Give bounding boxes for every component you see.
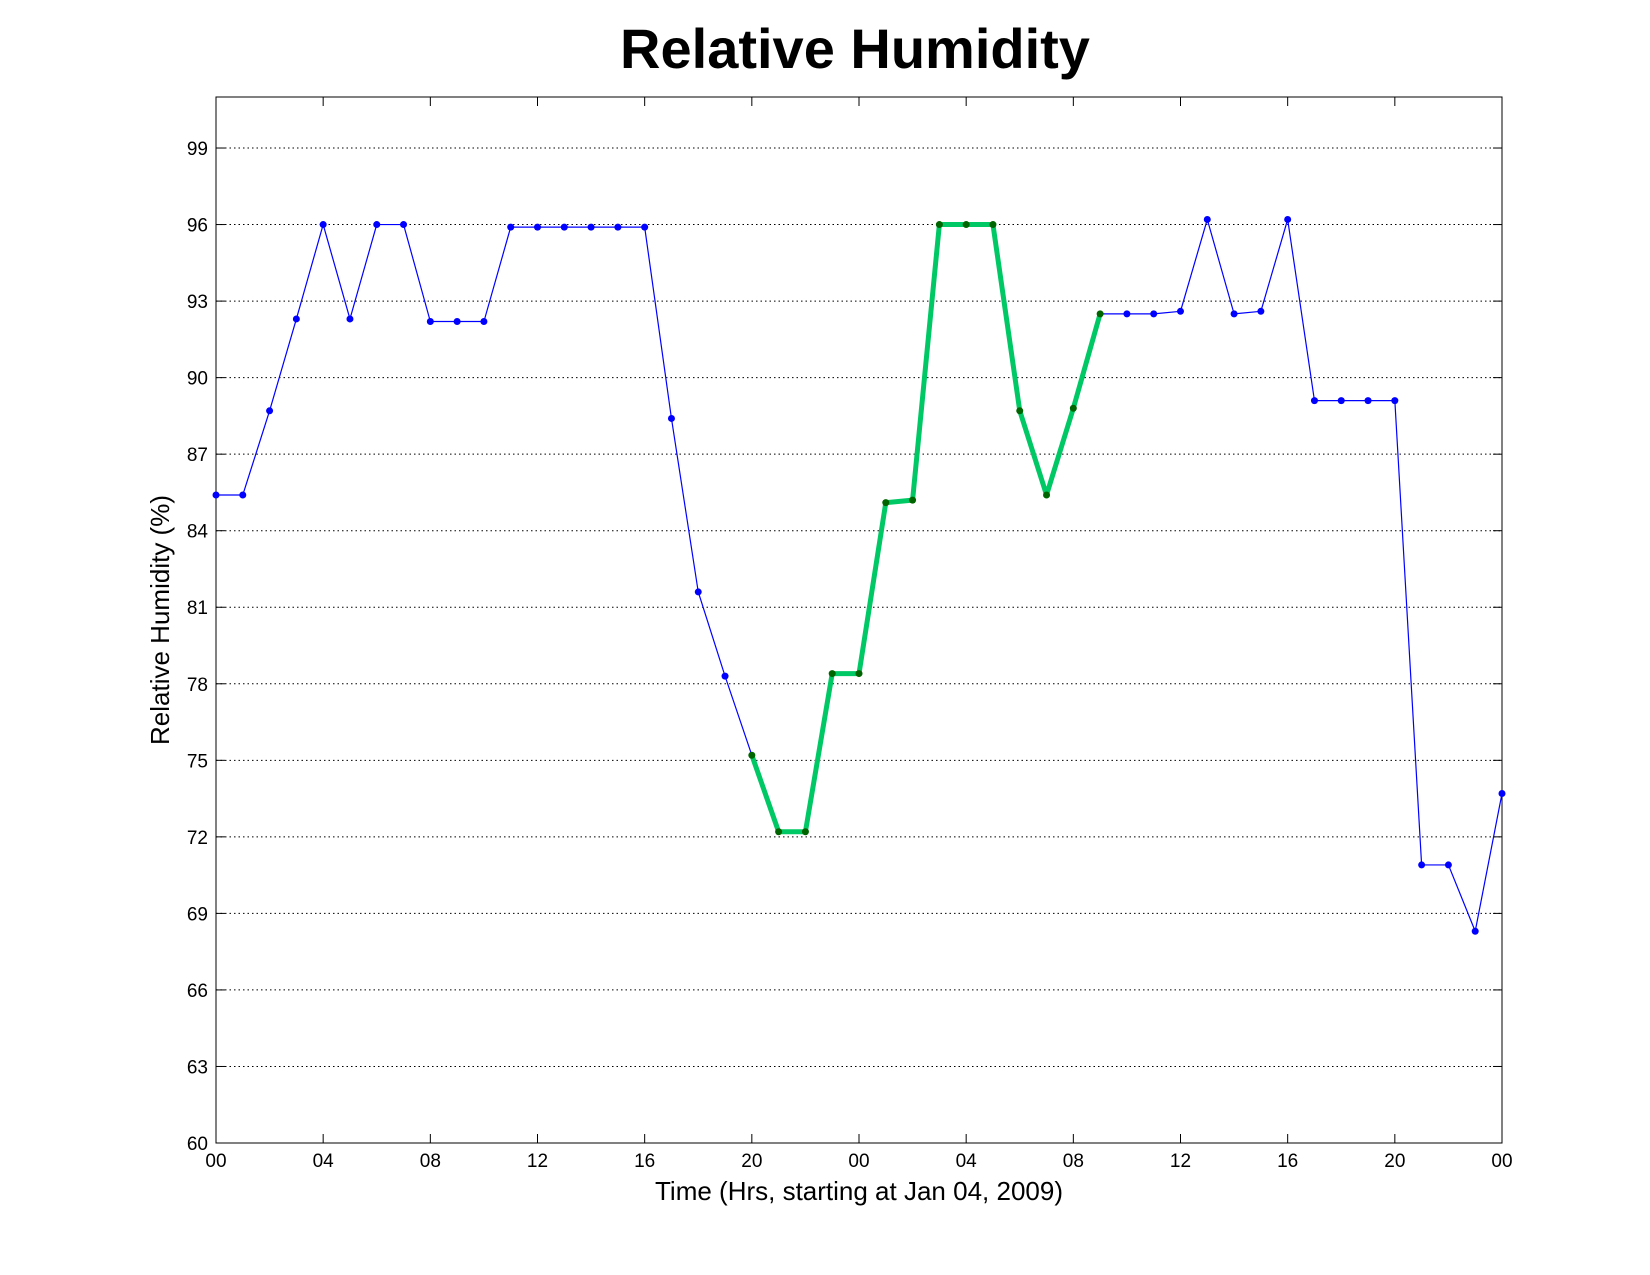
y-tick-label: 84 (187, 522, 209, 543)
y-tick-label: 66 (187, 981, 208, 1002)
y-tick-label: 72 (187, 828, 208, 849)
plot-area-frame (215, 96, 1503, 1144)
y-tick-label: 63 (187, 1057, 208, 1078)
highlight-data-point (801, 828, 809, 836)
data-point (641, 223, 649, 231)
data-point (1230, 310, 1238, 318)
humidity-series-line (216, 218, 1503, 932)
highlight-data-point (775, 828, 783, 836)
highlight-data-point (1096, 310, 1104, 318)
data-point (1310, 397, 1318, 405)
data-point (1150, 310, 1158, 318)
data-point (1418, 861, 1426, 869)
data-point (721, 672, 729, 680)
data-point (694, 588, 702, 596)
x-tick-label: 04 (956, 1151, 978, 1172)
highlight-data-point (1016, 407, 1024, 415)
highlight-data-point (882, 499, 890, 507)
y-tick-label: 99 (187, 139, 208, 160)
data-point (1123, 310, 1131, 318)
x-tick-label: 00 (205, 1151, 226, 1172)
y-tick-label: 75 (187, 751, 208, 772)
x-tick-label: 04 (313, 1151, 335, 1172)
data-point (614, 223, 622, 231)
highlight-data-point (828, 670, 836, 678)
highlight-data-point (1069, 404, 1077, 412)
series-layer (212, 215, 1506, 935)
data-point (266, 407, 274, 415)
x-axis-label: Time (Hrs, starting at Jan 04, 2009) (655, 1176, 1063, 1206)
highlight-data-point (748, 751, 756, 759)
data-point (346, 315, 354, 323)
data-point (1203, 215, 1211, 223)
highlight-data-point (855, 670, 863, 678)
x-tick-label: 20 (1384, 1151, 1405, 1172)
x-tick-label: 00 (1491, 1151, 1512, 1172)
y-tick-label: 60 (187, 1134, 208, 1155)
x-tick-label: 16 (1277, 1151, 1298, 1172)
data-point (212, 491, 220, 499)
highlight-data-point (989, 221, 997, 229)
x-tick-label: 16 (634, 1151, 655, 1172)
chart-title: Relative Humidity (620, 17, 1090, 80)
data-point (1257, 307, 1265, 315)
data-point (426, 318, 434, 326)
y-tick-label: 78 (187, 675, 208, 696)
data-point (1498, 789, 1506, 797)
data-point (1364, 397, 1372, 405)
highlight-data-point (962, 221, 970, 229)
data-point (239, 491, 247, 499)
x-tick-label: 12 (1170, 1151, 1191, 1172)
highlight-series-line (749, 222, 1103, 835)
data-point (534, 223, 541, 231)
data-point (319, 221, 327, 229)
highlight-data-point (1043, 491, 1051, 499)
data-point (667, 414, 675, 422)
gridlines (216, 147, 1502, 1067)
data-point (480, 318, 488, 326)
data-point (1284, 215, 1292, 223)
data-point (1337, 397, 1345, 405)
data-point (1471, 927, 1479, 935)
y-tick-label: 87 (187, 445, 208, 466)
data-point (373, 221, 381, 229)
data-point (587, 223, 595, 231)
y-tick-label: 69 (187, 904, 208, 925)
y-tick-label: 93 (187, 292, 208, 313)
data-point (292, 315, 300, 323)
data-point (400, 221, 408, 229)
y-tick-label: 96 (187, 216, 208, 237)
data-point (507, 223, 515, 231)
data-point (560, 223, 568, 231)
y-tick-label: 81 (187, 598, 208, 619)
y-tick-label: 90 (187, 369, 208, 390)
axis-ticks: 60 63 66 69 72 75 78 81 84 87 90 93 96 99 00 04 08 12 16 20… (187, 97, 1513, 1172)
x-tick-label: 08 (420, 1151, 441, 1172)
data-point (453, 318, 461, 326)
data-point (1177, 307, 1184, 315)
x-tick-label: 12 (527, 1151, 548, 1172)
highlight-data-point (935, 221, 943, 229)
data-point (1444, 861, 1452, 869)
x-tick-label: 20 (741, 1151, 762, 1172)
y-axis-label: Relative Humidity (%) (145, 495, 175, 745)
highlight-data-point (909, 496, 917, 504)
data-point (1391, 397, 1399, 405)
x-tick-label: 08 (1063, 1151, 1084, 1172)
x-tick-label: 00 (848, 1151, 869, 1172)
